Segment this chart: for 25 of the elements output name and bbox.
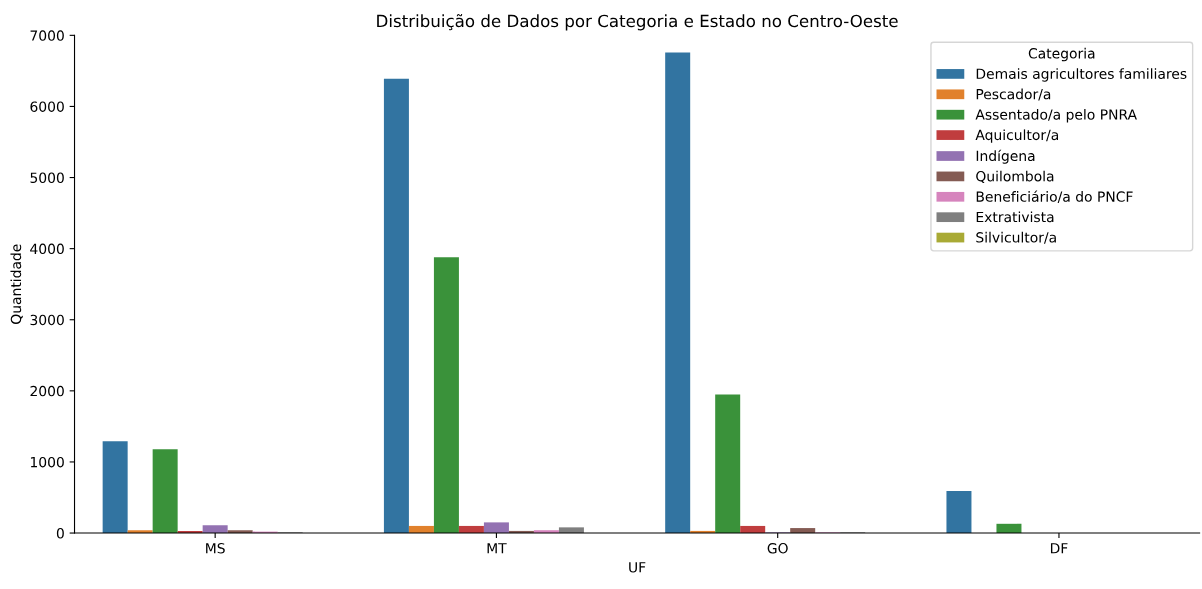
y-tick-label: 7000 xyxy=(30,30,64,41)
y-tick-label: 3000 xyxy=(30,314,64,326)
legend-label: Demais agricultores familiares xyxy=(976,68,1187,82)
legend-title: Categoria xyxy=(1028,47,1095,62)
legend-label: Aquicultor/a xyxy=(975,129,1058,143)
x-tick-label: DF xyxy=(1050,543,1068,554)
x-tick-label: GO xyxy=(767,543,788,554)
legend-label: Assentado/a pelo PNRA xyxy=(975,109,1137,123)
legend-label: Indígena xyxy=(976,149,1035,164)
legend-label: Pescador/a xyxy=(976,88,1051,101)
y-tick-label: 4000 xyxy=(30,243,64,255)
y-tick-label: 6000 xyxy=(30,101,64,112)
x-axis-title: UF xyxy=(629,562,646,573)
y-tick-label: 2000 xyxy=(30,385,64,397)
x-tick-label: MT xyxy=(487,543,507,554)
legend-label: Extrativista xyxy=(976,211,1054,223)
chart-title: Distribuição de Dados por Categoria e Estado no Centro-Oeste xyxy=(377,14,898,31)
y-tick-label: 0 xyxy=(56,528,64,539)
y-tick-label: 5000 xyxy=(30,172,64,184)
legend-label: Silvicultor/a xyxy=(976,231,1056,244)
legend-label: Quilombola xyxy=(976,170,1054,184)
legend-label: Beneficiário/a do PNCF xyxy=(976,190,1133,203)
y-axis-title: Quantidade xyxy=(10,244,23,324)
y-tick-label: 1000 xyxy=(30,456,64,468)
x-tick-label: MS xyxy=(206,543,225,554)
